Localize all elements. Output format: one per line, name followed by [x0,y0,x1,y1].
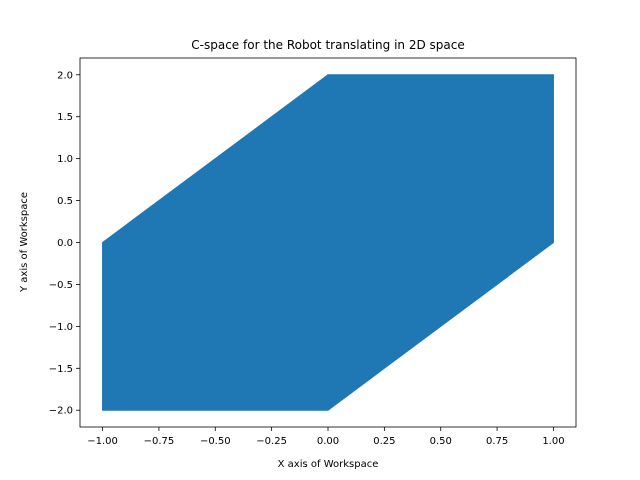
x-tick-label: 1.00 [542,436,564,447]
y-tick-label: −1.0 [49,322,73,333]
y-axis-label: Y axis of Workspace [19,192,30,293]
x-tick-label: 0.25 [373,436,395,447]
y-tick-label: 0.0 [57,238,73,249]
plot-area [102,74,554,411]
y-tick-label: −0.5 [49,280,73,291]
y-tick-label: −2.0 [49,406,73,417]
x-tick-label: 0.00 [317,436,339,447]
y-tick-label: 1.0 [57,154,73,165]
chart-title: C-space for the Robot translating in 2D … [191,38,464,52]
y-axis-ticks: −2.0 −1.5 −1.0 −0.5 0.0 0.5 1.0 1.5 2.0 [49,70,80,417]
x-tick-label: −0.75 [144,436,175,447]
x-axis-label: X axis of Workspace [278,459,379,470]
x-tick-label: −0.25 [256,436,287,447]
x-tick-label: 0.75 [486,436,508,447]
cspace-region [102,74,554,411]
y-tick-label: 2.0 [57,70,73,81]
y-tick-label: −1.5 [49,364,73,375]
y-tick-label: 1.5 [57,112,73,123]
x-tick-label: −0.50 [200,436,231,447]
y-tick-label: 0.5 [57,196,73,207]
x-tick-label: 0.50 [430,436,452,447]
x-axis-ticks: −1.00 −0.75 −0.50 −0.25 0.00 0.25 0.50 0.75 1.00 [87,427,565,447]
axes-frame [79,57,577,428]
x-tick-label: −1.00 [87,436,118,447]
